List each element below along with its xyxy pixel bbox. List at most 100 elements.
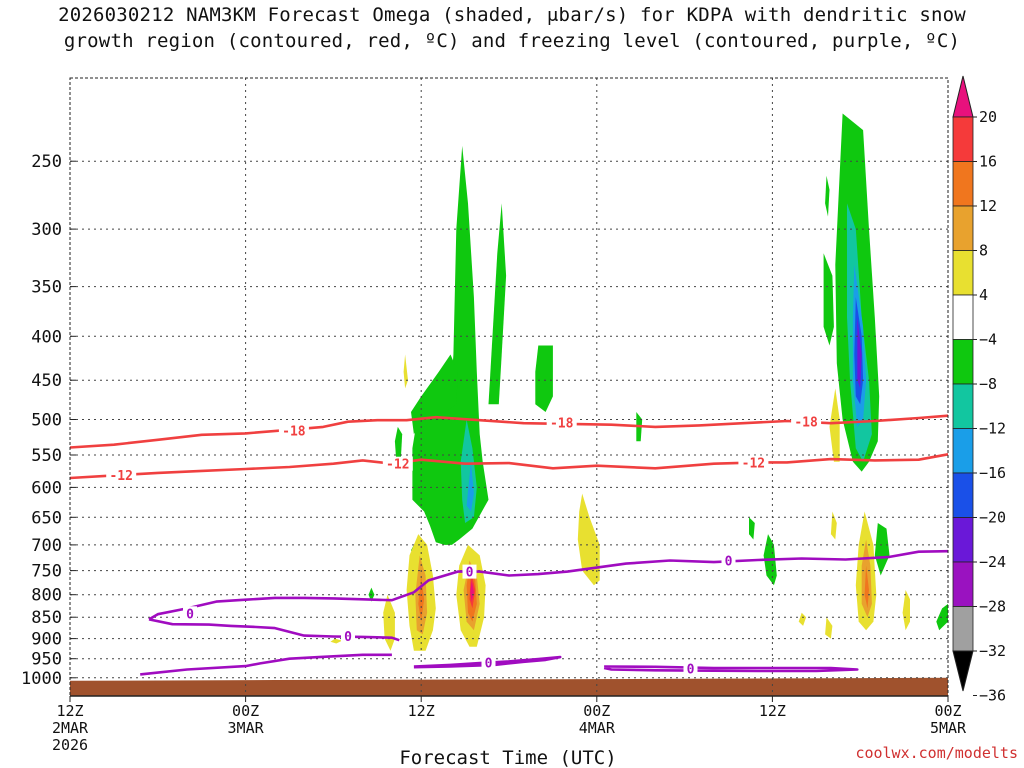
colorbar-label: 12 (979, 197, 997, 215)
omega-region-30 (830, 511, 837, 540)
colorbar-label: −16 (979, 464, 1006, 482)
freezing-contour-label: 0 (186, 607, 194, 622)
freezing-contour-label: 0 (485, 657, 493, 672)
y-tick-label: 500 (31, 411, 62, 431)
source-credit[interactable]: coolwx.com/modelts (855, 744, 1018, 762)
terrain-layer (70, 677, 948, 696)
colorbar-label: −8 (979, 375, 997, 393)
freezing-label-bg-0-1 (462, 564, 477, 579)
x-tick-label: 2026 (52, 736, 88, 754)
omega-region-1 (488, 203, 507, 405)
dgz-label-bg-0-1 (546, 415, 577, 430)
freezing-label-bg-3-0 (481, 655, 496, 670)
colorbar-label: 20 (979, 108, 997, 126)
y-tick-label: 800 (31, 586, 62, 606)
y-tick-label: 900 (31, 630, 62, 650)
y-tick-label: 250 (31, 152, 62, 172)
colorbar-label: −24 (979, 553, 1006, 571)
omega-region-28 (825, 617, 833, 639)
omega-region-32 (403, 354, 408, 389)
colorbar-band-2 (952, 161, 974, 207)
x-axis-label: Forecast Time (UTC) (399, 747, 616, 768)
freezing-contour-3 (413, 655, 562, 669)
dgz-contour-label: -18 (282, 425, 306, 440)
omega-region-31 (330, 638, 343, 644)
y-tick-label: 300 (31, 220, 62, 240)
x-tick-label: 00Z (934, 702, 961, 720)
freezing-contour-label: 0 (344, 630, 352, 645)
omega-region-20 (857, 317, 862, 389)
dgz-label-bg-1-0 (106, 467, 137, 482)
axis-layer: 2503003504004505005506006507007508008509… (21, 152, 967, 754)
colorbar-band-10 (952, 517, 974, 563)
dgz-label-bg-0-0 (278, 423, 309, 438)
x-tick-label: 3MAR (228, 719, 265, 737)
plot-frame (69, 77, 949, 697)
colorbar-label: −4 (979, 331, 997, 349)
dgz-contour-1 (69, 453, 949, 480)
chart-title-line-1: 2026030212 NAM3KM Forecast Omega (shaded… (58, 4, 966, 26)
freezing-contour-1 (148, 618, 400, 642)
omega-region-23 (383, 594, 395, 651)
freezing-label-bg-1-0 (341, 629, 355, 644)
terrain-ground (70, 677, 948, 696)
colorbar-band-9 (952, 472, 974, 518)
omega-shading-layer (330, 113, 948, 651)
colorbar-band-8 (952, 428, 974, 474)
grid-layer (70, 78, 948, 696)
colorbar-band-7 (952, 383, 974, 429)
omega-region-24 (577, 493, 600, 586)
colorbar-band-12 (952, 606, 974, 652)
freezing-contour-label: 0 (725, 555, 733, 570)
dgz-label-bg-0-2 (791, 414, 822, 429)
dgz-contour-label: -12 (742, 456, 765, 471)
freezing-label-bg-0-2 (721, 553, 736, 568)
freezing-contour-4 (603, 665, 859, 673)
x-tick-label: 12Z (759, 702, 786, 720)
colorbar-band-4 (952, 250, 974, 296)
y-tick-label: 450 (31, 371, 62, 391)
colorbar-label: −28 (979, 598, 1006, 616)
x-tick-label: 2MAR (52, 719, 89, 737)
colorbar-band-11 (952, 561, 974, 607)
dgz-label-bg-1-1 (382, 456, 413, 471)
y-tick-label: 750 (31, 562, 62, 582)
colorbar: 20 16 12 8 4 −4 −8 −12 −16 −20 −24 −28 −32 −36 (952, 75, 1006, 705)
colorbar-top-arrow (952, 75, 974, 118)
x-tick-label: 00Z (232, 702, 259, 720)
colorbar-band-3 (952, 205, 974, 251)
colorbar-band-5 (952, 294, 974, 340)
y-tick-label: 700 (31, 536, 62, 556)
omega-region-7 (823, 253, 834, 346)
omega-region-2 (535, 345, 553, 412)
omega-region-36 (418, 575, 425, 622)
y-tick-label: 650 (31, 508, 62, 528)
freezing-contour-label: 0 (466, 566, 474, 581)
omega-region-40 (470, 580, 474, 602)
x-tick-label: 00Z (583, 702, 610, 720)
colorbar-bottom-arrow (952, 650, 974, 692)
y-tick-label: 850 (31, 608, 62, 628)
colorbar-label: −20 (979, 509, 1006, 527)
colorbar-label: −12 (979, 420, 1006, 438)
plot-border (69, 77, 949, 697)
x-tick-label: 4MAR (579, 719, 616, 737)
omega-region-3 (411, 354, 458, 435)
dgz-contour-label: -12 (386, 458, 409, 473)
omega-region-38 (864, 565, 869, 609)
dgz-contour-label: -18 (550, 417, 574, 432)
colorbar-label: 16 (979, 153, 997, 171)
omega-region-0 (412, 145, 489, 545)
colorbar-label: −36 (979, 687, 1006, 705)
colorbar-band-1 (952, 116, 974, 162)
omega-region-11 (874, 523, 890, 576)
freezing-label-bg-0-0 (183, 606, 197, 621)
freezing-contour-2 (140, 653, 392, 676)
omega-region-8 (825, 175, 830, 217)
chart-title-line-2: growth region (contoured, red, ºC) and f… (63, 30, 961, 52)
y-tick-label: 950 (31, 650, 62, 670)
contour-layer: -18 -18 -18 -12 -12 -12 0 0 0 0 0 0 (69, 414, 949, 677)
omega-region-25 (829, 388, 840, 462)
x-tick-label: 12Z (408, 702, 435, 720)
